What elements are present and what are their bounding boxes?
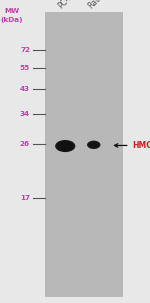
Ellipse shape: [55, 140, 75, 152]
Text: (kDa): (kDa): [1, 17, 23, 23]
Text: MW: MW: [4, 8, 20, 14]
Bar: [45, 12, 123, 297]
Text: 72: 72: [20, 47, 30, 53]
Text: 34: 34: [20, 111, 30, 117]
Text: PC-12: PC-12: [57, 0, 79, 11]
Text: 17: 17: [20, 195, 30, 201]
Text: 43: 43: [20, 86, 30, 92]
Text: Rat2: Rat2: [87, 0, 106, 11]
Ellipse shape: [58, 142, 72, 150]
Text: 55: 55: [20, 65, 30, 71]
Ellipse shape: [87, 141, 101, 149]
Ellipse shape: [57, 141, 74, 151]
Text: 26: 26: [20, 141, 30, 147]
Ellipse shape: [88, 142, 99, 148]
Text: HMGB1: HMGB1: [132, 141, 150, 150]
